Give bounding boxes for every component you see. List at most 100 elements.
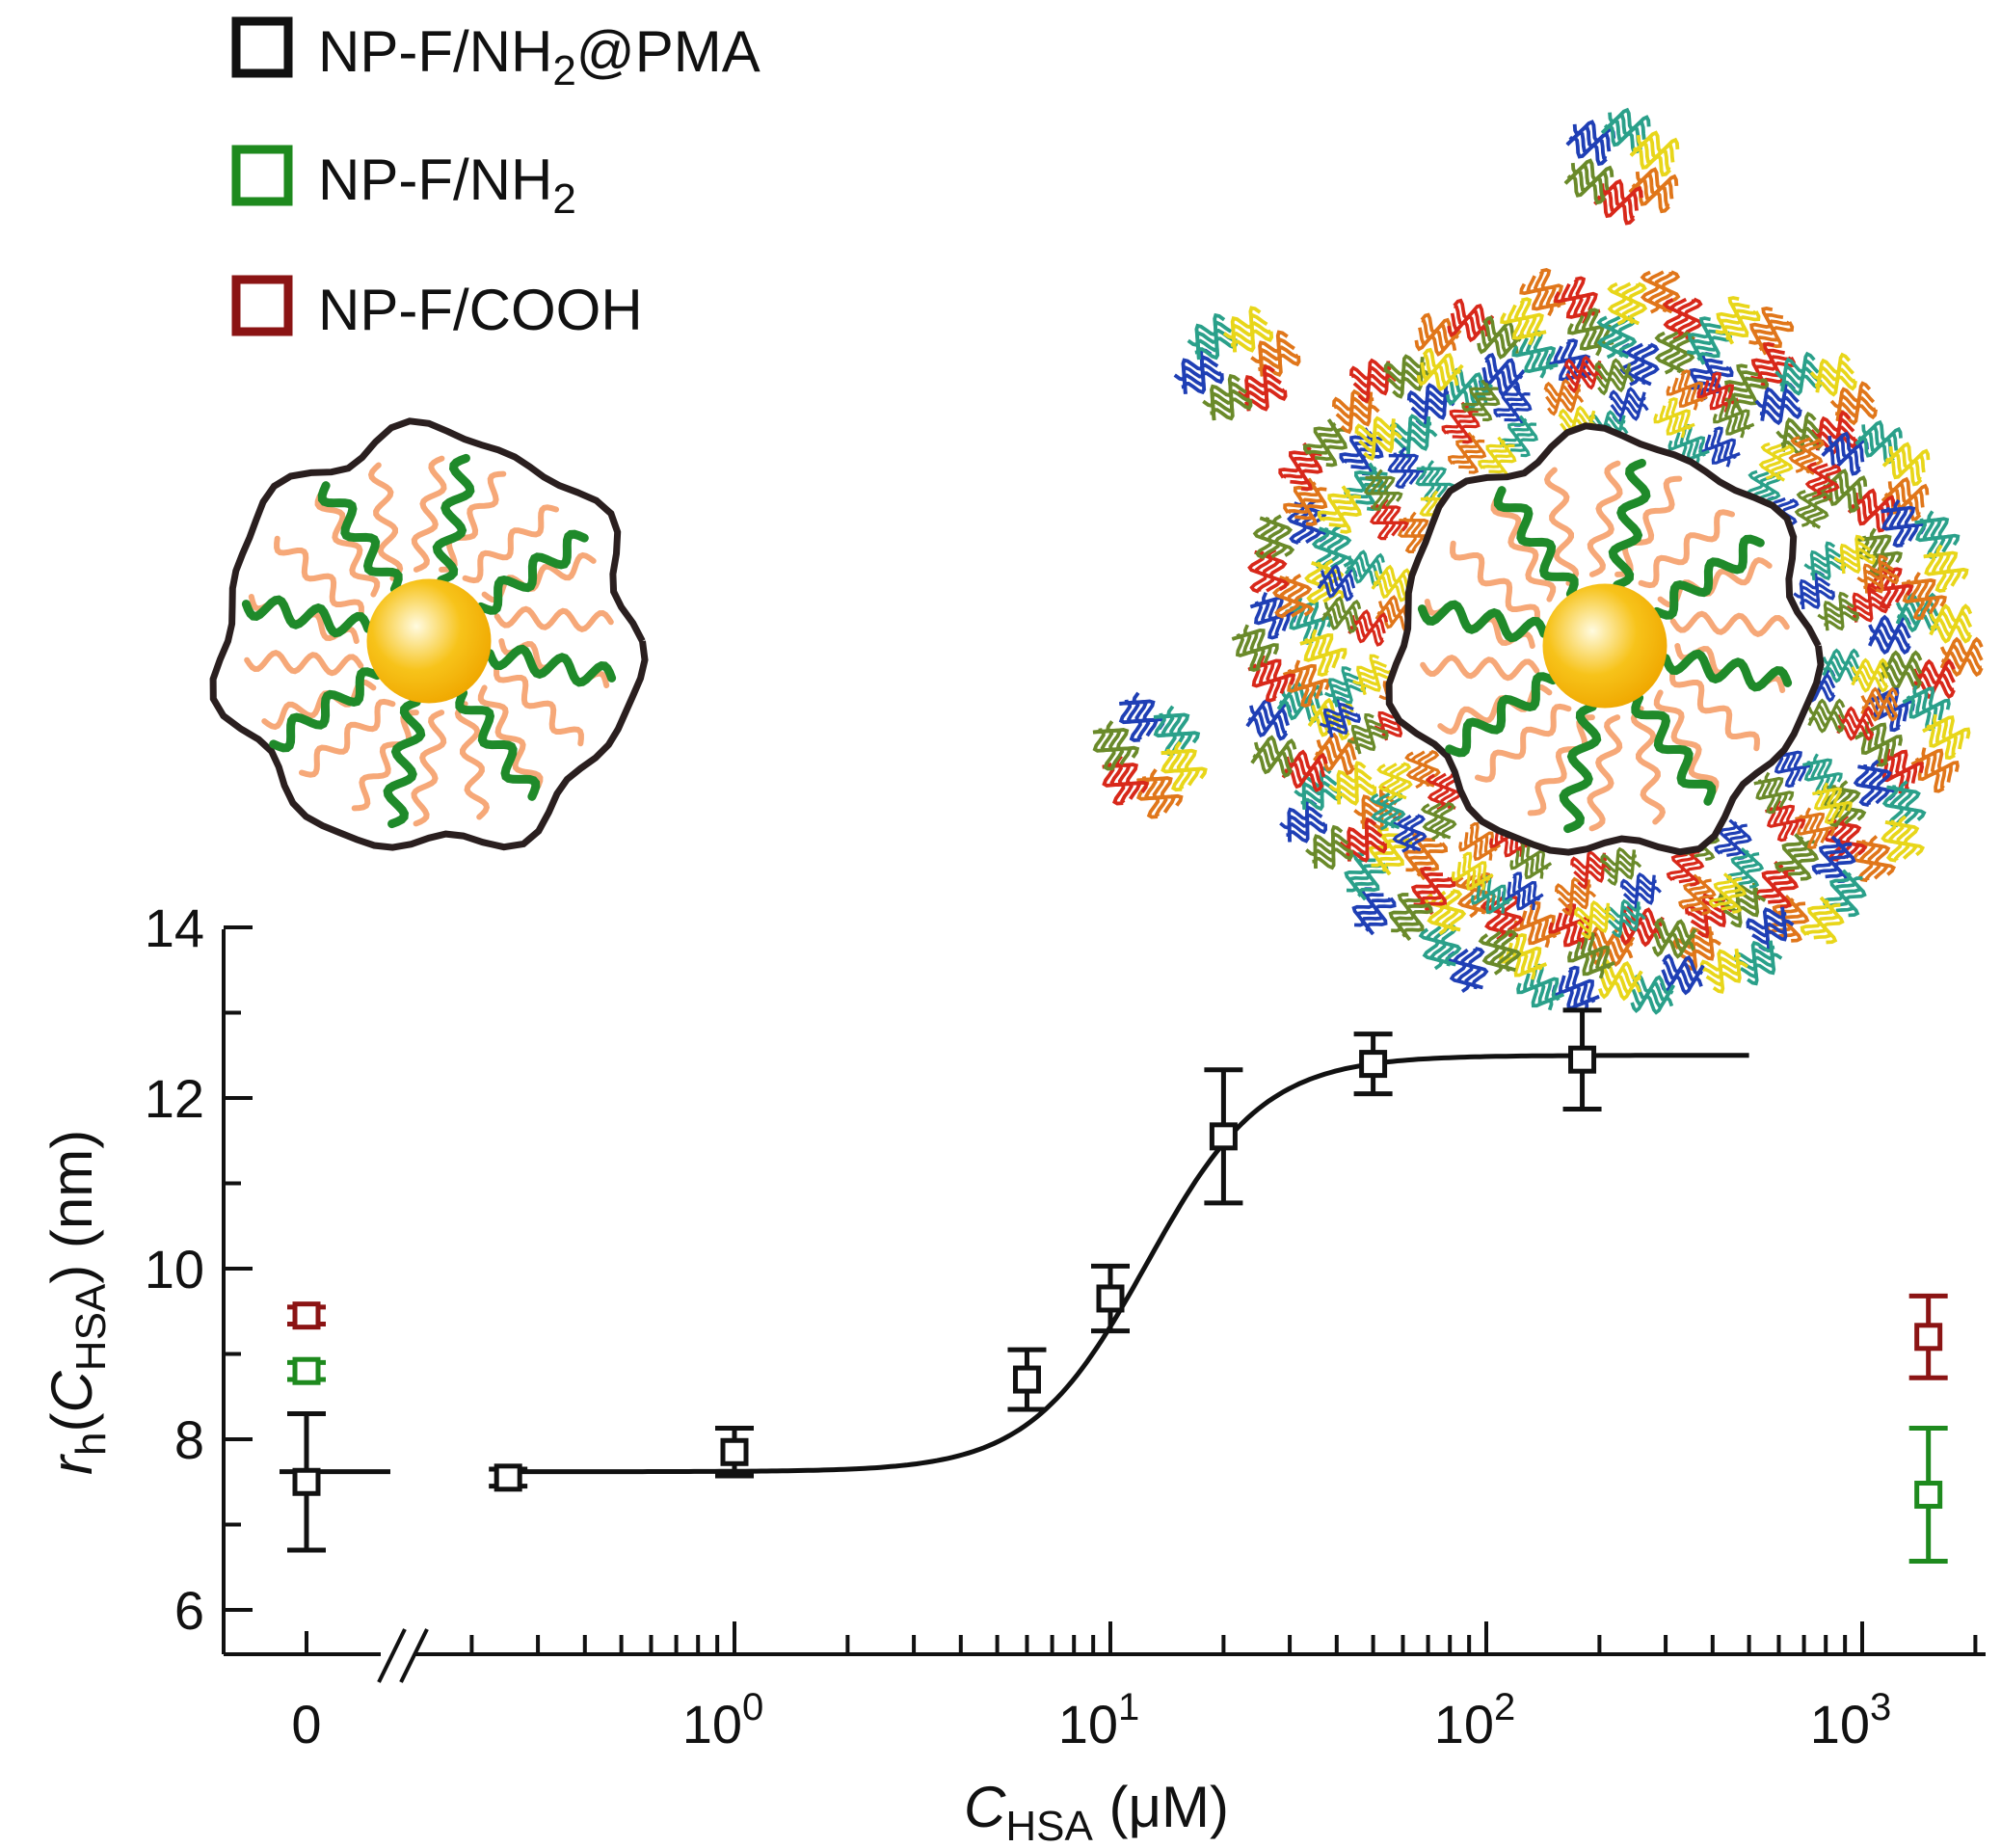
y-tick-label: 8 [174, 1409, 204, 1470]
data-point-nh2 [1908, 1425, 1948, 1565]
hsa-protein [1754, 833, 1867, 945]
polymer-strand [1669, 610, 1790, 637]
fit-curve [508, 1053, 1749, 1475]
polymer-strand [299, 698, 396, 778]
hsa-protein [1331, 354, 1455, 461]
legend-label-pma: NP-F/NH2@PMA [318, 19, 760, 94]
axis-break-mark [399, 1628, 429, 1683]
polymer-strand [1527, 714, 1595, 817]
y-axis-label: rh(CHSA) (nm) [40, 1130, 115, 1475]
polymer-strand [1652, 534, 1765, 620]
hsa-protein [1543, 355, 1649, 448]
polymer-strand [439, 470, 507, 573]
x-tick-label: 100 [682, 1686, 764, 1754]
polymer-strand [494, 605, 614, 632]
data-marker [494, 1463, 522, 1492]
polymer-strand [485, 644, 617, 687]
polymer-strand [455, 688, 541, 801]
legend-item-pma: NP-F/NH2@PMA [231, 16, 760, 94]
polymer-strand [314, 490, 381, 598]
hsa-protein [1753, 745, 1853, 850]
polymer-strand [494, 662, 584, 747]
polymer-strand [1450, 540, 1540, 625]
data-points [287, 1007, 1948, 1565]
polymer-strand [1587, 714, 1623, 832]
legend-swatch-cooh [231, 275, 293, 336]
hsa-protein [1856, 498, 1969, 621]
data-marker [292, 1301, 321, 1330]
polymer-strand [351, 710, 419, 812]
hsa-protein [1500, 267, 1614, 388]
polymer-strand [477, 684, 544, 792]
polymer-strand [411, 710, 447, 827]
x-tick-labels: 0 100 101 102 103 [291, 1686, 1891, 1754]
y-tick-label: 14 [145, 897, 204, 958]
polymer-strand [1490, 495, 1557, 603]
polymer-strand [367, 462, 404, 581]
data-point-nh2-zero [287, 1356, 326, 1385]
data-marker [1568, 1045, 1597, 1074]
x-axis-label: CHSA (μM) [964, 1775, 1229, 1848]
hsa-protein [1231, 592, 1347, 708]
hsa-protein [1819, 419, 1931, 533]
y-tick-label: 6 [174, 1580, 204, 1641]
x-tick-label: 102 [1434, 1686, 1516, 1754]
polymer-strand [1543, 467, 1580, 586]
hsa-protein [1317, 549, 1416, 647]
data-marker [292, 1356, 321, 1385]
hsa-protein [1854, 684, 1971, 794]
polymer-strand [454, 701, 491, 820]
axes [222, 925, 1986, 1683]
legend-swatch-pma [231, 16, 293, 78]
polymer-strand [1417, 600, 1549, 643]
polymer-strand [274, 535, 364, 620]
legend-item-cooh: NP-F/COOH [231, 275, 643, 342]
hsa-protein [1653, 369, 1755, 468]
data-point-pma [1353, 1031, 1393, 1097]
y-tick-labels: 6 8 10 12 14 [145, 897, 204, 1641]
data-point-pma [1204, 1067, 1243, 1206]
nanoparticle-illustration-left [209, 417, 649, 851]
hsa-protein [1092, 691, 1208, 819]
polymer-strand [244, 650, 364, 677]
data-point-pma-zero [287, 1410, 326, 1553]
polymer-strand [1657, 556, 1773, 608]
data-point-pma [1562, 1007, 1602, 1112]
polymer-strand [432, 453, 475, 585]
legend-swatch-nh2 [231, 145, 293, 206]
data-marker [1359, 1050, 1388, 1079]
x-tick-label: 103 [1810, 1686, 1892, 1754]
polymer-strand [1631, 693, 1717, 806]
hsa-protein [1554, 846, 1662, 940]
data-marker [1914, 1323, 1943, 1352]
gold-core [1542, 583, 1668, 709]
y-tick-label: 10 [145, 1239, 204, 1299]
hsa-protein [1754, 351, 1878, 456]
nanoparticle-illustration-right [1092, 107, 1984, 1015]
data-marker [720, 1437, 749, 1466]
polymer-strand [1493, 486, 1579, 599]
polymer-strand [1559, 702, 1602, 834]
polymer-strand [476, 529, 589, 615]
data-marker [1914, 1481, 1943, 1510]
y-tick-label: 12 [145, 1068, 204, 1129]
hsa-protein [1414, 298, 1526, 412]
data-point-pma [1007, 1347, 1047, 1412]
polymer-strand [1420, 655, 1540, 682]
polymer-strand [1437, 683, 1553, 736]
hsa-protein [1369, 749, 1462, 853]
hsa-protein [1798, 648, 1899, 741]
legend-label-nh2: NP-F/NH2 [318, 147, 576, 223]
hsa-protein [1245, 681, 1359, 792]
polymer-strand [241, 595, 373, 638]
gold-core [366, 578, 492, 704]
hsa-protein [1563, 107, 1680, 226]
polymer-strand [1587, 460, 1623, 577]
hsa-protein [1793, 534, 1900, 631]
polymer-strand [261, 679, 377, 731]
data-marker [1096, 1284, 1125, 1313]
legend: NP-F/NH2@PMA NP-F/NH2 NP-F/COOH [231, 16, 760, 342]
polymer-strand [269, 667, 382, 753]
polymer-strand [481, 551, 597, 603]
